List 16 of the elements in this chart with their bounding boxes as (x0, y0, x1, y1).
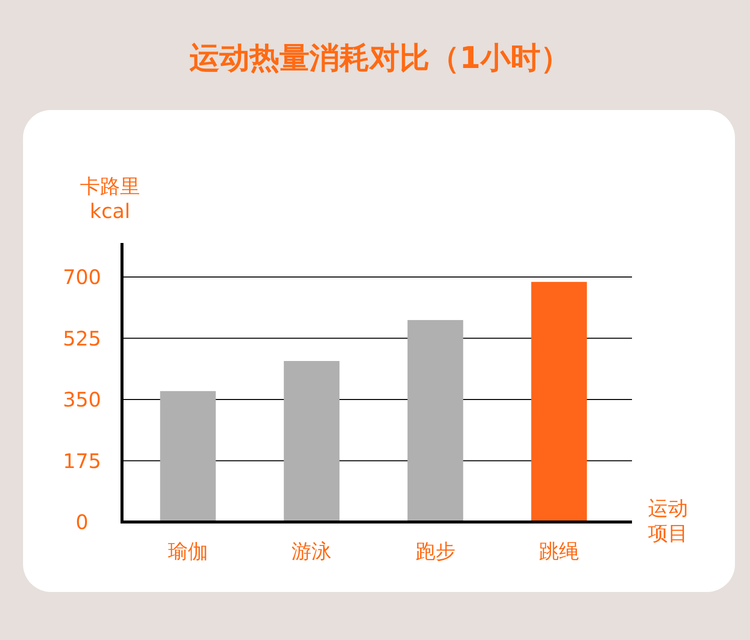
bar (160, 391, 216, 522)
y-tick-label: 700 (62, 265, 102, 289)
x-tick-label: 跳绳 (539, 539, 580, 563)
bar (284, 361, 340, 522)
chart-title: 运动热量消耗对比（1小时） (188, 41, 570, 76)
y-tick-label: 175 (62, 448, 102, 473)
x-tick-label: 瑜伽 (168, 539, 208, 563)
bar (408, 320, 464, 522)
y-axis-title: 卡路里 kcal (80, 174, 140, 223)
bar (531, 282, 587, 522)
y-tick-label: 0 (76, 510, 88, 534)
y-tick-label: 350 (62, 388, 102, 412)
x-tick-label: 游泳 (292, 539, 332, 563)
y-tick-label: 525 (62, 326, 102, 350)
x-tick-label: 跑步 (415, 539, 456, 563)
x-axis-title: 运动项目 (648, 496, 688, 545)
